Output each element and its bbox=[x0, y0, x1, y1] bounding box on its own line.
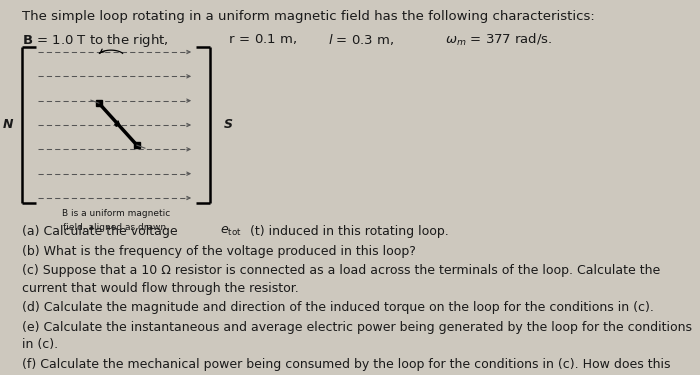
Text: in (c).: in (c). bbox=[22, 338, 58, 351]
Text: N: N bbox=[3, 118, 13, 132]
Text: r$\,=\,$0.1 m,: r$\,=\,$0.1 m, bbox=[228, 32, 297, 46]
Text: (e) Calculate the instantaneous and average electric power being generated by th: (e) Calculate the instantaneous and aver… bbox=[22, 321, 692, 333]
Text: $\omega_m$ = 377 rad/s.: $\omega_m$ = 377 rad/s. bbox=[445, 32, 552, 48]
Text: (c) Suppose that a 10 Ω resistor is connected as a load across the terminals of : (c) Suppose that a 10 Ω resistor is conn… bbox=[22, 264, 660, 277]
Text: field, aligned as drawn.: field, aligned as drawn. bbox=[63, 223, 169, 232]
Text: (t) induced in this rotating loop.: (t) induced in this rotating loop. bbox=[250, 225, 449, 238]
Text: (d) Calculate the magnitude and direction of the induced torque on the loop for : (d) Calculate the magnitude and directio… bbox=[22, 301, 654, 314]
Text: The simple loop rotating in a uniform magnetic field has the following character: The simple loop rotating in a uniform ma… bbox=[22, 10, 595, 23]
Text: $\mathbf{B}$ = 1.0 T to the right,: $\mathbf{B}$ = 1.0 T to the right, bbox=[22, 32, 169, 49]
Text: current that would flow through the resistor.: current that would flow through the resi… bbox=[22, 282, 299, 294]
Text: B is a uniform magnetic: B is a uniform magnetic bbox=[62, 209, 170, 218]
Text: $l$ = 0.3 m,: $l$ = 0.3 m, bbox=[328, 32, 394, 47]
Text: S: S bbox=[223, 118, 232, 132]
Text: (a) Calculate the voltage: (a) Calculate the voltage bbox=[22, 225, 181, 238]
Text: (f) Calculate the mechanical power being consumed by the loop for the conditions: (f) Calculate the mechanical power being… bbox=[22, 358, 671, 370]
Text: (b) What is the frequency of the voltage produced in this loop?: (b) What is the frequency of the voltage… bbox=[22, 244, 416, 258]
Text: $e_{\rm tot}$: $e_{\rm tot}$ bbox=[220, 225, 242, 238]
